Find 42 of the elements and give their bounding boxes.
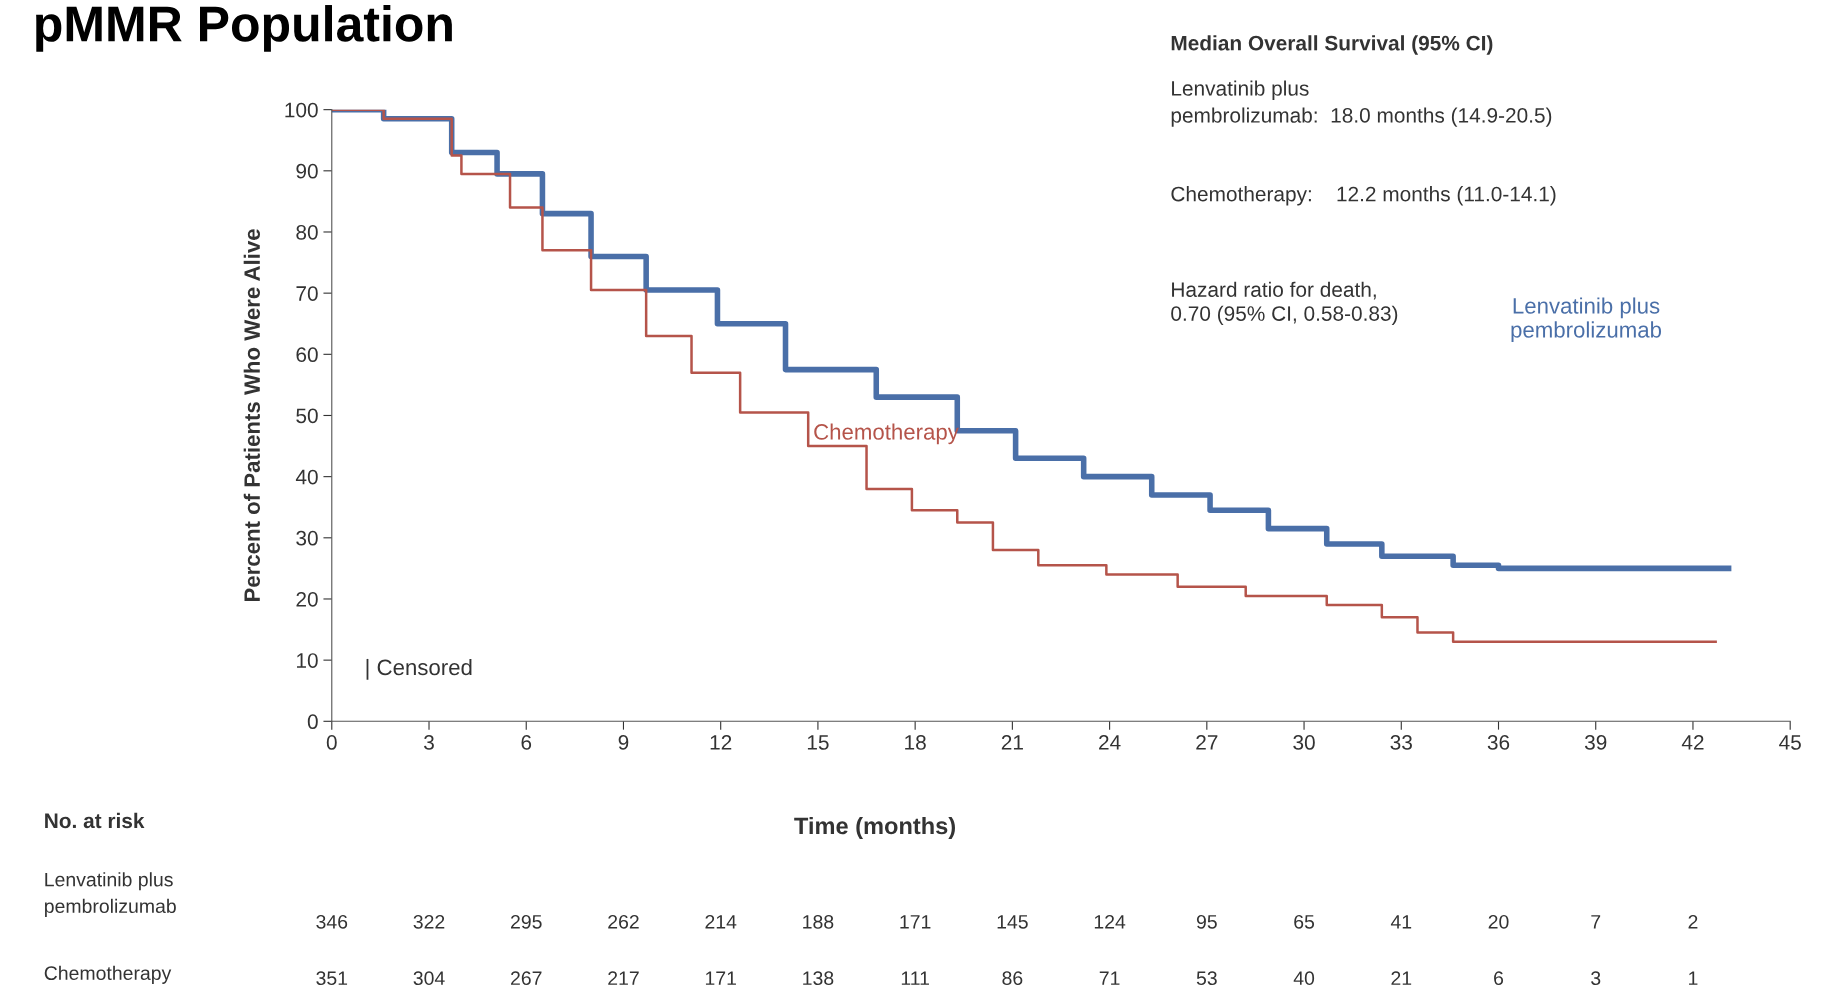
x-tick-label: 39 bbox=[1584, 735, 1607, 750]
y-tick-label: 60 bbox=[296, 347, 318, 363]
y-tick-label: 90 bbox=[296, 163, 318, 179]
text: Chemotherapy bbox=[44, 965, 172, 984]
y-tick-label: 30 bbox=[296, 530, 318, 546]
x-tick-label: 6 bbox=[521, 735, 532, 750]
x-tick-label: 18 bbox=[905, 735, 926, 750]
x-tick-label: 33 bbox=[1390, 735, 1412, 750]
x-tick-label: 45 bbox=[1779, 735, 1801, 750]
y-tick-label: 80 bbox=[296, 224, 318, 240]
x-axis-title: Time (months) bbox=[794, 816, 955, 839]
y-tick-label: 50 bbox=[296, 408, 318, 424]
x-tick-label: 36 bbox=[1487, 735, 1510, 750]
annotation: | Censored bbox=[366, 658, 472, 680]
x-tick-label: 21 bbox=[1001, 735, 1023, 750]
text: No. at risk bbox=[45, 812, 145, 829]
x-tick-label: 9 bbox=[618, 735, 629, 750]
x-tick-label: 27 bbox=[1196, 735, 1218, 750]
text: Lenvatinib plus pembrolizumab bbox=[1511, 297, 1662, 343]
annotation: Chemotherapy: 12.2 months (11.0-14.1) bbox=[1171, 186, 1556, 206]
y-tick-label: 40 bbox=[295, 469, 318, 485]
text: Lenvatinib plus pembrolizumab bbox=[45, 872, 176, 917]
annotation: Lenvatinib plus pembrolizumab: 18.0 months (14.9-20.5) bbox=[1171, 80, 1552, 127]
chart-title: pMMR Population bbox=[36, 5, 452, 52]
x-tick-label: 3 bbox=[424, 735, 434, 750]
x-tick-label: 30 bbox=[1293, 735, 1315, 750]
x-tick-label: 24 bbox=[1099, 735, 1121, 750]
y-tick-label: 100 bbox=[285, 102, 318, 118]
text: 346 322 295 262 214 188 171 145 124 95 65 41 20 7 2 bbox=[316, 914, 1698, 929]
annotation: Hazard ratio for death, 0.70 (95% CI, 0.58-0.83) bbox=[1171, 281, 1398, 326]
x-tick-label: 42 bbox=[1681, 735, 1704, 750]
x-tick-label: 15 bbox=[807, 735, 829, 750]
x-tick-label: 0 bbox=[326, 735, 337, 750]
x-tick-label: 12 bbox=[710, 735, 732, 750]
text: 351 304 267 217 171 138 111 86 71 53 40 21 6 3 1 bbox=[316, 971, 1698, 986]
y-tick-label: 10 bbox=[297, 653, 318, 668]
y-tick-label: 0 bbox=[307, 714, 318, 730]
y-tick-label: 20 bbox=[296, 591, 318, 607]
series-label: Chemotherapy bbox=[814, 423, 959, 445]
text: Median Overall Survival (95% CI) bbox=[1171, 35, 1493, 55]
y-axis-title: Percent of Patients Who Were Alive bbox=[243, 229, 260, 602]
y-tick-label: 70 bbox=[296, 286, 318, 301]
